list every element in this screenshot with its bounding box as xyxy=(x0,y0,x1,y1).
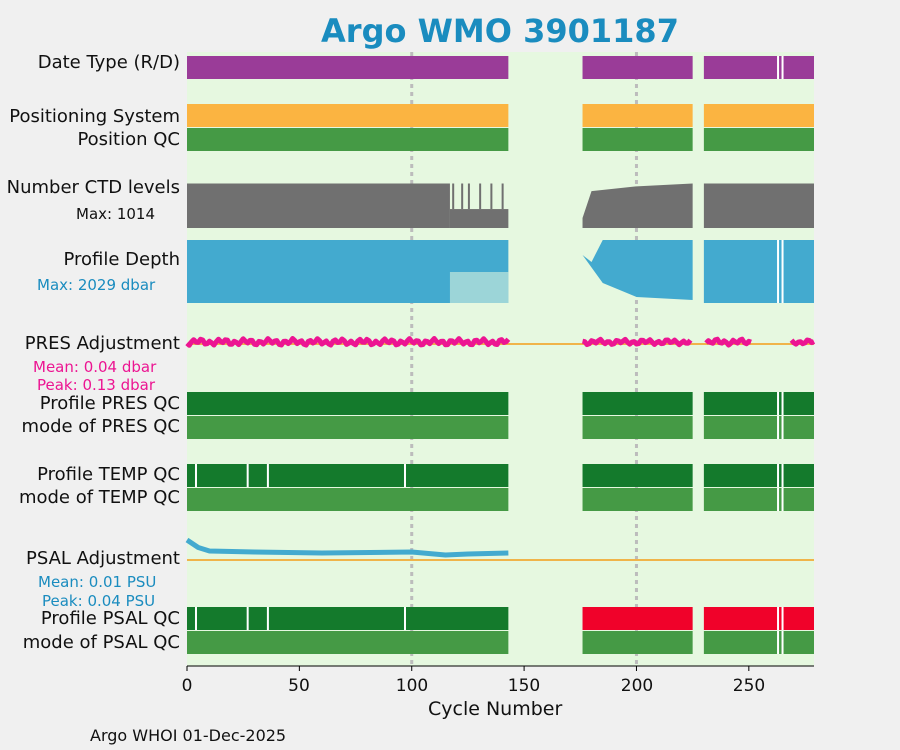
label-position-qc: Position QC xyxy=(77,129,180,150)
ctd-levels-seg-2 xyxy=(703,183,814,228)
profile-depth-seg-1 xyxy=(582,240,693,300)
profile-psal-qc-gap-1 xyxy=(246,607,249,630)
ctd-levels-spike-2 xyxy=(467,183,470,210)
label-profile-depth: Profile Depth xyxy=(63,249,180,270)
profile-temp-qc-gap-5 xyxy=(781,464,784,487)
profile-temp-qc-bar-seg-2 xyxy=(703,464,814,487)
date-type-bar-seg-0 xyxy=(187,56,509,79)
profile-temp-qc-gap-1 xyxy=(246,464,249,487)
profile-psal-qc-gap-5 xyxy=(781,607,784,630)
profile-pres-qc-bar-seg-1 xyxy=(582,392,693,415)
psal-mean: Mean: 0.01 PSU xyxy=(38,573,157,591)
profile-psal-qc-gap-2 xyxy=(266,607,269,630)
ctd-levels-spike-3 xyxy=(479,183,482,210)
footer-credit: Argo WHOI 01-Dec-2025 xyxy=(90,726,287,745)
profile-psal-qc-gap-0 xyxy=(194,607,197,630)
profile-psal-qc-gap-3 xyxy=(403,607,406,630)
ctd-max: Max: 1014 xyxy=(76,205,156,223)
date-type-gap-0 xyxy=(777,56,780,79)
date-type-bar-seg-1 xyxy=(582,56,693,79)
profile-depth-seg-2 xyxy=(703,240,814,303)
position-qc-bar-seg-2 xyxy=(703,128,814,151)
profile-depth-gap-1 xyxy=(781,240,784,303)
mode-psal-qc-gap-1 xyxy=(781,631,784,654)
mode-temp-qc-gap-1 xyxy=(781,488,784,511)
profile-psal-qc-gap-4 xyxy=(777,607,780,630)
psal-peak: Peak: 0.04 PSU xyxy=(42,592,156,610)
ctd-levels-spike-1 xyxy=(461,183,464,210)
label-pres-adj: PRES Adjustment xyxy=(24,333,180,354)
profile-pres-qc-gap-0 xyxy=(777,392,780,415)
mode-psal-qc-bar-seg-1 xyxy=(582,631,693,654)
profile-pres-qc-gap-1 xyxy=(781,392,784,415)
profile-psal-qc-bad-seg-1 xyxy=(703,607,814,630)
positioning-bar-seg-1 xyxy=(582,104,693,127)
label-positioning: Positioning System xyxy=(9,106,180,127)
label-profile-psal-qc: Profile PSAL QC xyxy=(40,608,180,629)
profile-temp-qc-gap-2 xyxy=(266,464,269,487)
ctd-levels-spike-0 xyxy=(452,183,455,210)
x-tick-200: 200 xyxy=(620,676,654,696)
label-date-type: Date Type (R/D) xyxy=(37,52,180,73)
profile-temp-qc-bar-seg-0 xyxy=(187,464,509,487)
profile-depth-gap-0 xyxy=(777,240,780,303)
ctd-levels-seg-0b xyxy=(449,209,509,228)
ctd-levels-spike-5 xyxy=(501,183,504,210)
label-profile-pres-qc: Profile PRES QC xyxy=(39,393,180,414)
mode-psal-qc-gap-0 xyxy=(777,631,780,654)
mode-temp-qc-gap-0 xyxy=(777,488,780,511)
x-tick-50: 50 xyxy=(288,676,310,696)
label-mode-temp-qc: mode of TEMP QC xyxy=(18,487,180,508)
chart-title: Argo WMO 3901187 xyxy=(321,12,679,50)
pres-mean: Mean: 0.04 dbar xyxy=(33,358,157,376)
x-tick-100: 100 xyxy=(395,676,429,696)
mode-pres-qc-bar-seg-1 xyxy=(582,416,693,439)
mode-psal-qc-bar-seg-2 xyxy=(703,631,814,654)
profile-pres-qc-bar-seg-2 xyxy=(703,392,814,415)
pres-adj-line-1 xyxy=(581,336,693,348)
mode-pres-qc-bar-seg-2 xyxy=(703,416,814,439)
position-qc-bar-seg-0 xyxy=(187,128,509,151)
x-tick-0: 0 xyxy=(181,676,193,696)
pres-adj-line-2 xyxy=(704,336,752,348)
mode-psal-qc-bar-seg-0 xyxy=(187,631,509,654)
profile-psal-qc-seg-0 xyxy=(187,607,509,630)
profile-depth-notch xyxy=(449,272,509,303)
ctd-levels-seg-1 xyxy=(582,183,693,228)
pres-adj-line-0 xyxy=(185,336,511,348)
label-profile-temp-qc: Profile TEMP QC xyxy=(37,464,180,485)
profile-temp-qc-gap-3 xyxy=(403,464,406,487)
position-qc-bar-seg-1 xyxy=(582,128,693,151)
ctd-levels-spike-4 xyxy=(490,183,493,210)
date-type-bar-seg-2 xyxy=(703,56,814,79)
x-axis-label: Cycle Number xyxy=(428,698,563,720)
mode-pres-qc-bar-seg-0 xyxy=(187,416,509,439)
x-tick-150: 150 xyxy=(507,676,541,696)
x-tick-250: 250 xyxy=(732,676,766,696)
positioning-bar-seg-2 xyxy=(703,104,814,127)
label-mode-pres-qc: mode of PRES QC xyxy=(21,416,180,437)
mode-temp-qc-bar-seg-1 xyxy=(582,488,693,511)
profile-temp-qc-gap-4 xyxy=(777,464,780,487)
depth-max: Max: 2029 dbar xyxy=(37,276,156,294)
label-psal-adj: PSAL Adjustment xyxy=(25,548,180,569)
positioning-bar-seg-0 xyxy=(187,104,509,127)
profile-temp-qc-bar-seg-1 xyxy=(582,464,693,487)
mode-pres-qc-gap-0 xyxy=(777,416,780,439)
date-type-gap-1 xyxy=(781,56,784,79)
profile-temp-qc-gap-0 xyxy=(194,464,197,487)
mode-pres-qc-gap-1 xyxy=(781,416,784,439)
label-ctd-levels: Number CTD levels xyxy=(6,177,180,198)
plot-area xyxy=(187,52,814,666)
ctd-levels-seg-0a xyxy=(187,183,450,228)
pres-peak: Peak: 0.13 dbar xyxy=(37,376,156,394)
profile-psal-qc-bad-seg-0 xyxy=(582,607,693,630)
pres-adj-line-3 xyxy=(789,337,816,347)
mode-temp-qc-bar-seg-0 xyxy=(187,488,509,511)
label-mode-psal-qc: mode of PSAL QC xyxy=(22,632,180,653)
mode-temp-qc-bar-seg-2 xyxy=(703,488,814,511)
psal-adj-line xyxy=(185,537,509,558)
profile-pres-qc-bar-seg-0 xyxy=(187,392,509,415)
